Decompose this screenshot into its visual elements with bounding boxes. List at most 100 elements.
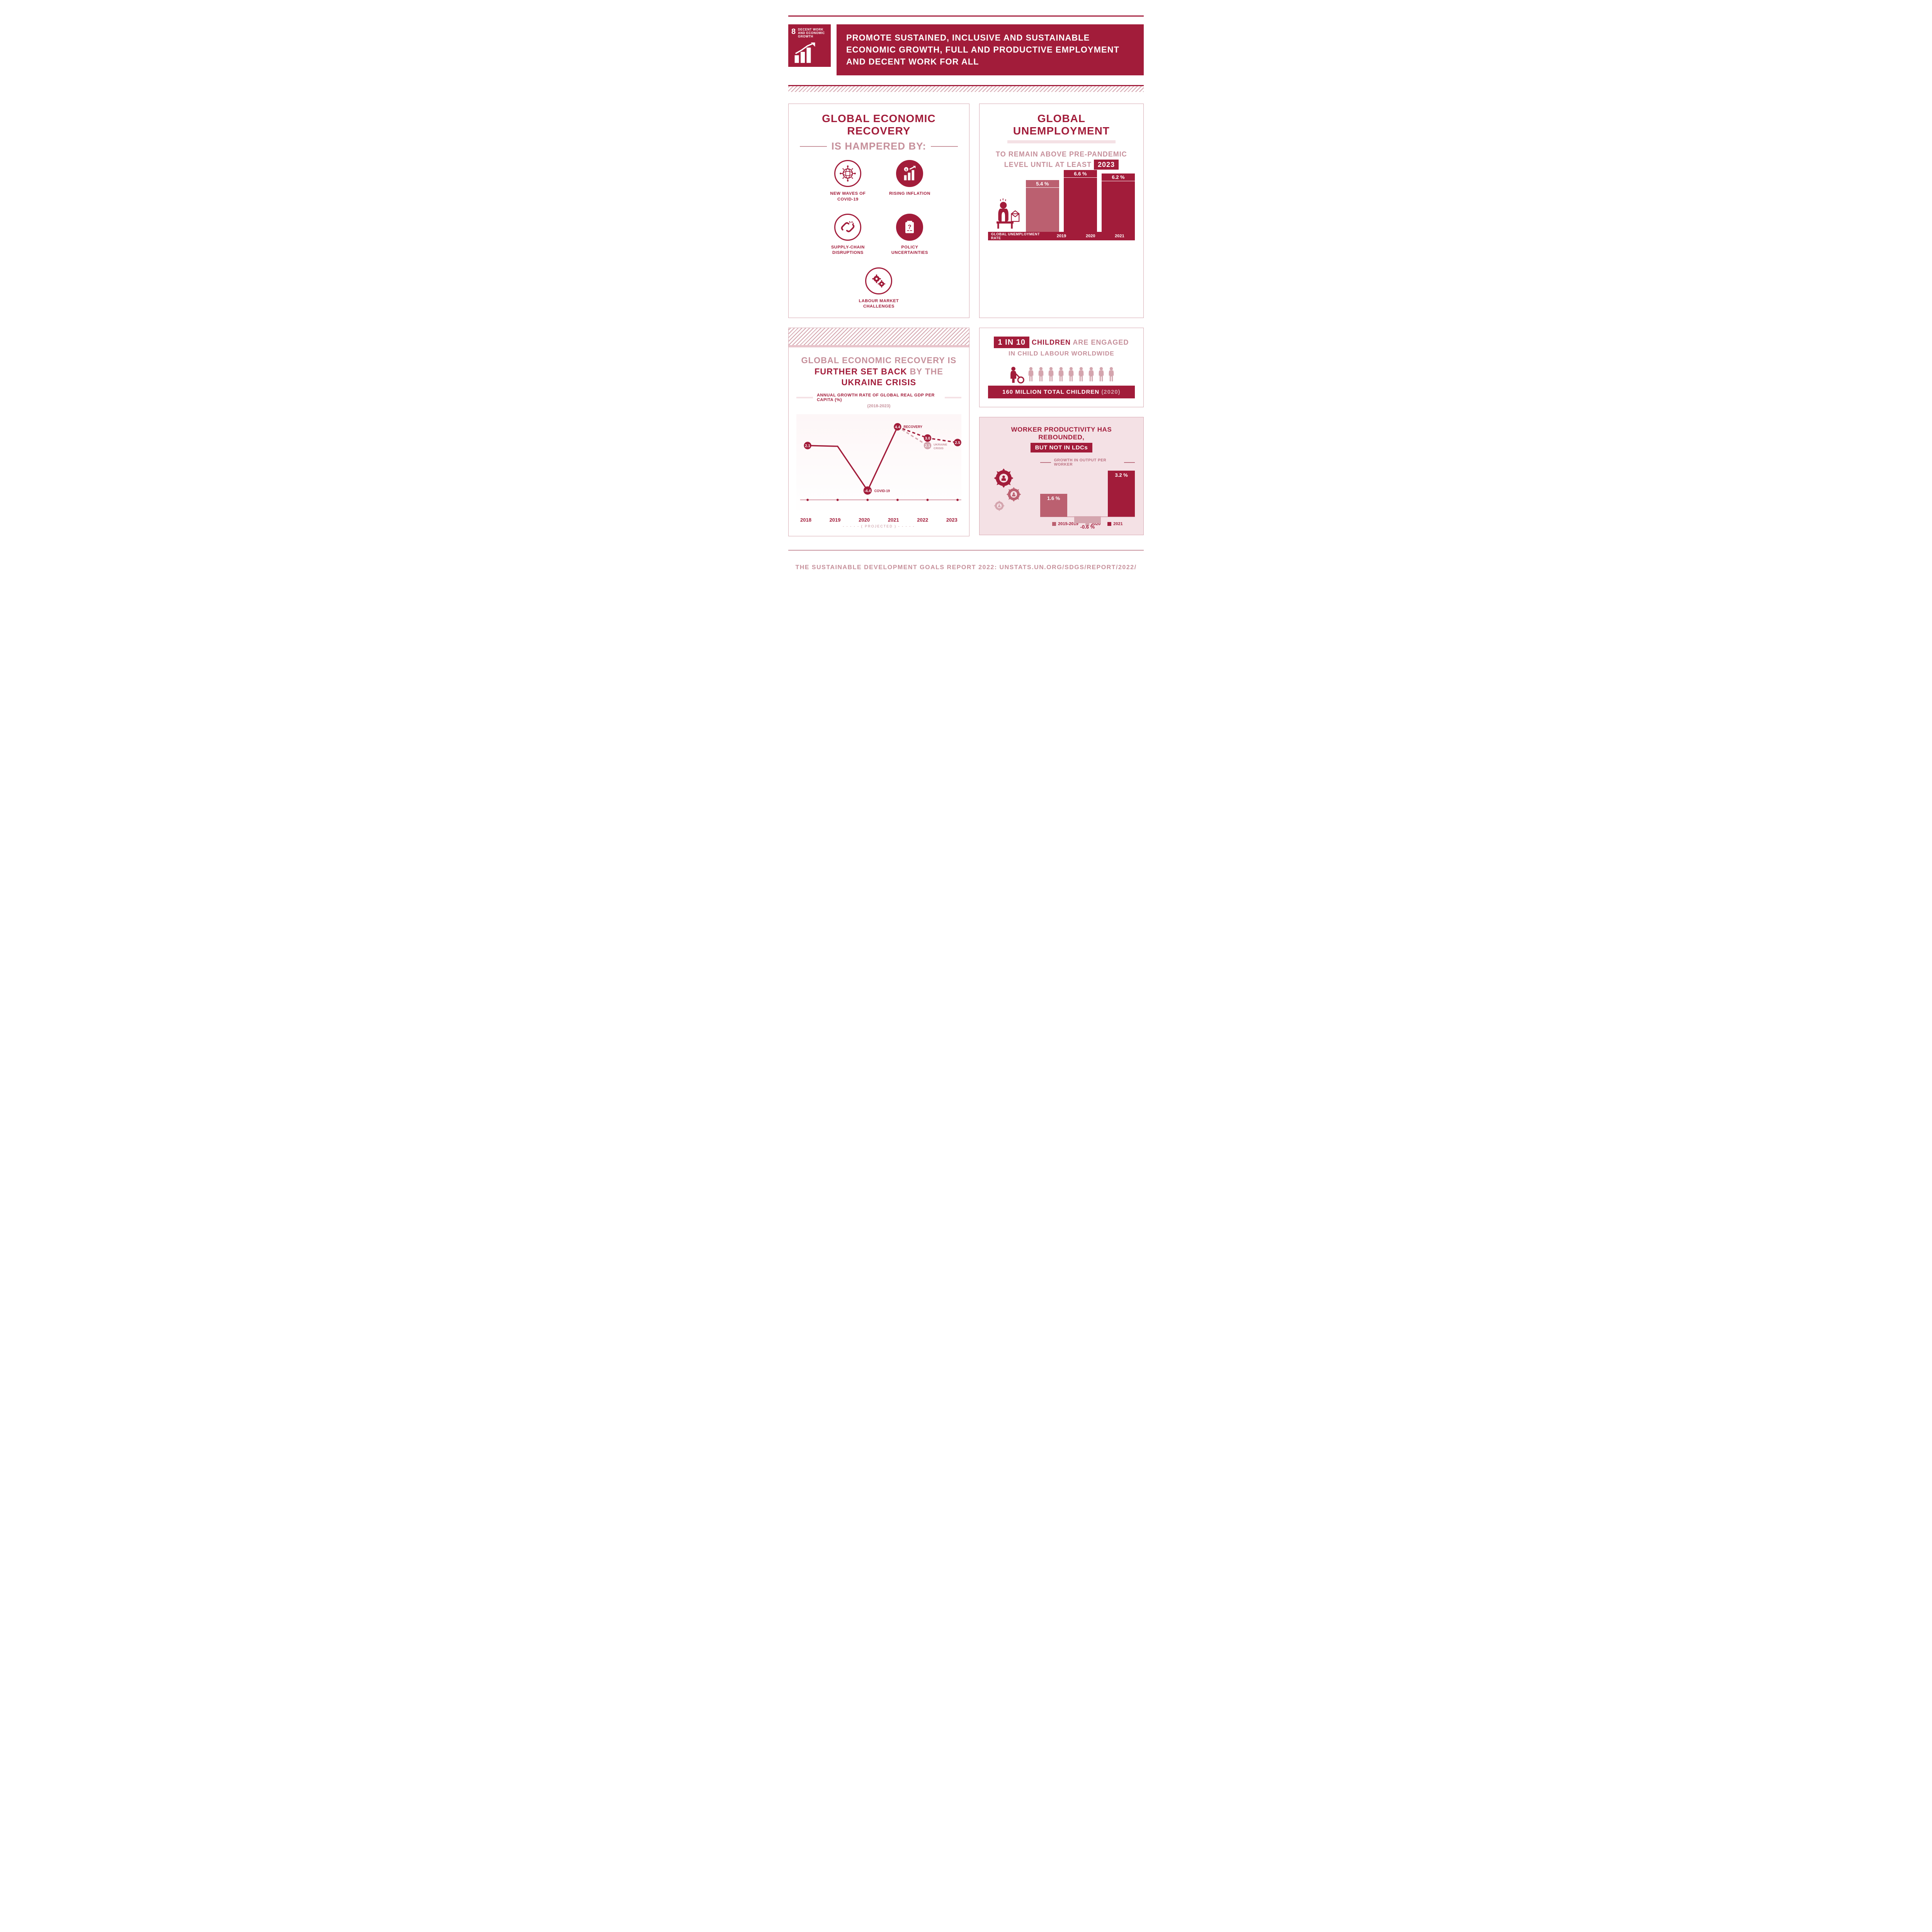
svg-text:-4.4: -4.4 <box>864 489 871 493</box>
child-figure-icon <box>1087 367 1095 384</box>
child-figure-icon <box>1107 367 1116 384</box>
gdp-year: 2023 <box>946 517 957 523</box>
svg-text:2.1: 2.1 <box>925 444 930 448</box>
unemployed-person-icon <box>988 187 1023 232</box>
broken-chain-icon <box>834 214 861 241</box>
child-figure-icon <box>1097 367 1105 384</box>
unemp-year: 2019 <box>1049 234 1073 238</box>
sdg-label: DECENT WORK AND ECONOMIC GROWTH <box>798 28 828 38</box>
gdp-line-chart: 2.1 -4.4 COVID-19 4.4 RECOVERY 3.0 2.5 2… <box>796 414 961 503</box>
prod-title: WORKER PRODUCTIVITY HAS REBOUNDED, BUT N… <box>988 426 1135 452</box>
main-grid: GLOBAL ECONOMIC RECOVERY IS HAMPERED BY:… <box>788 104 1144 536</box>
gdp-t2: IS <box>948 355 957 365</box>
svg-text:CRISIS: CRISIS <box>934 447 944 450</box>
svg-text:COVID-19: COVID-19 <box>874 489 890 493</box>
gdp-year: 2018 <box>800 517 811 523</box>
prod-bar: -0.6 % <box>1074 516 1101 517</box>
supply-label: SUPPLY-CHAIN DISRUPTIONS <box>827 245 869 256</box>
child-base: 160 MILLION TOTAL CHILDREN (2020) <box>988 386 1135 398</box>
policy-label: POLICY UNCERTAINTIES <box>888 245 931 256</box>
svg-text:RECOVERY: RECOVERY <box>903 425 922 429</box>
svg-text:4.4: 4.4 <box>895 425 900 429</box>
child-base-txt: 160 MILLION TOTAL CHILDREN <box>1002 389 1099 395</box>
svg-text:?: ? <box>908 224 912 230</box>
badge-ldc: BUT NOT IN LDCs <box>1031 443 1093 452</box>
sdg-number: 8 <box>791 27 796 38</box>
gdp-t1: GLOBAL ECONOMIC RECOVERY <box>801 355 945 365</box>
child-header: 1 IN 10 CHILDREN ARE ENGAGED IN CHILD LA… <box>988 337 1135 359</box>
gdp-year: 2022 <box>917 517 928 523</box>
supply-item: SUPPLY-CHAIN DISRUPTIONS <box>827 214 869 256</box>
child-figure-icon <box>1077 367 1085 384</box>
prod-chart: GROWTH IN OUTPUT PER WORKER 1.6 % -0.6 % 3… <box>1040 458 1135 526</box>
sdg-badge: 8 DECENT WORK AND ECONOMIC GROWTH <box>788 24 831 67</box>
policy-item: ? POLICY UNCERTAINTIES <box>888 214 931 256</box>
prod-bars: 1.6 % -0.6 % 3.2 % <box>1040 471 1135 517</box>
child-l2: IN CHILD LABOUR WORLDWIDE <box>1009 350 1114 357</box>
inflation-label: RISING INFLATION <box>888 191 931 196</box>
child-base-yr: (2020) <box>1101 389 1120 395</box>
unemp-bar: 6.6 % <box>1064 178 1097 232</box>
unemp-year: 2020 <box>1078 234 1103 238</box>
labour-label: LABOUR MARKET CHALLENGES <box>857 298 900 310</box>
labour-item: LABOUR MARKET CHALLENGES <box>857 267 900 310</box>
gdp-chart-label: ANNUAL GROWTH RATE OF GLOBAL REAL GDP PE… <box>796 393 961 402</box>
gdp-section: GLOBAL ECONOMIC RECOVERY IS FURTHER SET … <box>788 328 969 536</box>
unemp-year: 2021 <box>1107 234 1132 238</box>
header-title: PROMOTE SUSTAINED, INCLUSIVE AND SUSTAIN… <box>837 24 1144 75</box>
child-figure-icon <box>1027 367 1035 384</box>
worker-gears-icon <box>988 467 1034 517</box>
unemp-bars: 5.4 %6.6 %6.2 % <box>1026 178 1135 232</box>
covid-item: NEW WAVES OF COVID-19 <box>827 160 869 202</box>
child-icons <box>988 366 1135 384</box>
unemp-base: GLOBAL UNEMPLOYMENT RATE 201920202021 <box>988 232 1135 240</box>
child-figure-icon <box>1037 367 1045 384</box>
projected-label: - - - - - ( PROJECTED ) - - - - - <box>796 524 961 528</box>
gdp-xaxis: 201820192020202120222023 <box>796 517 961 523</box>
badge-2023: 2023 <box>1094 160 1119 170</box>
gdp-hatch <box>789 328 969 347</box>
prod-bar: 3.2 % <box>1108 471 1135 517</box>
gdp-t5: UKRAINE CRISIS <box>842 378 917 387</box>
growth-chart-icon <box>791 38 828 64</box>
childlabour-section: 1 IN 10 CHILDREN ARE ENGAGED IN CHILD LA… <box>979 328 1144 407</box>
unemployment-section: GLOBAL UNEMPLOYMENT TO REMAIN ABOVE PRE-… <box>979 104 1144 318</box>
svg-text:$: $ <box>905 168 907 172</box>
child-figure-icon <box>1047 367 1055 384</box>
inflation-item: $ RISING INFLATION <box>888 160 931 202</box>
gdp-title: GLOBAL ECONOMIC RECOVERY IS FURTHER SET … <box>796 355 961 388</box>
gdp-chart-sublabel: (2018-2023) <box>796 404 961 408</box>
unemp-subtitle: TO REMAIN ABOVE PRE-PANDEMIC LEVEL UNTIL… <box>988 149 1135 170</box>
prod-chart-label: GROWTH IN OUTPUT PER WORKER <box>1040 458 1135 467</box>
gdp-t3: FURTHER SET BACK <box>815 367 907 376</box>
virus-globe-icon <box>834 160 861 187</box>
pink-strip <box>1007 140 1116 143</box>
prod-bar: 1.6 % <box>1040 494 1067 517</box>
productivity-section: WORKER PRODUCTIVITY HAS REBOUNDED, BUT N… <box>979 417 1144 535</box>
footer-text: THE SUSTAINABLE DEVELOPMENT GOALS REPORT… <box>788 564 1144 571</box>
unemp-chart: 5.4 %6.6 %6.2 % <box>988 178 1135 232</box>
policy-icon: ? <box>896 214 923 241</box>
gdp-t4: BY THE <box>910 367 943 376</box>
top-rule <box>788 15 1144 17</box>
gdp-year: 2020 <box>859 517 870 523</box>
svg-text:3.0: 3.0 <box>925 436 930 440</box>
child-l1b: ARE ENGAGED <box>1073 338 1129 346</box>
svg-text:2.5: 2.5 <box>955 441 960 445</box>
gdp-year: 2019 <box>830 517 841 523</box>
unemp-bar: 6.2 % <box>1102 178 1135 232</box>
badge-1in10: 1 IN 10 <box>994 337 1029 348</box>
inflation-icon: $ <box>896 160 923 187</box>
gears-icon <box>865 267 892 294</box>
svg-text:2.1: 2.1 <box>805 444 810 448</box>
recovery-title2: IS HAMPERED BY: <box>797 140 961 152</box>
prod-legend-item: 2021 <box>1107 522 1122 526</box>
svg-text:UKRAINE: UKRAINE <box>934 443 947 446</box>
prod-t1: WORKER PRODUCTIVITY HAS REBOUNDED, <box>1011 426 1112 441</box>
header: 8 DECENT WORK AND ECONOMIC GROWTH PROMOT… <box>788 24 1144 75</box>
hatch-divider <box>788 85 1144 92</box>
child-l1a: CHILDREN <box>1032 338 1071 346</box>
gdp-chart: 2.1 -4.4 COVID-19 4.4 RECOVERY 3.0 2.5 2… <box>796 414 961 515</box>
recovery-title1: GLOBAL ECONOMIC RECOVERY <box>797 112 961 137</box>
covid-label: NEW WAVES OF COVID-19 <box>827 191 869 202</box>
